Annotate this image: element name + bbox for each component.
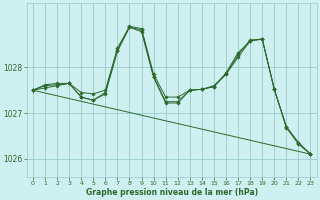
X-axis label: Graphe pression niveau de la mer (hPa): Graphe pression niveau de la mer (hPa) [86,188,258,197]
